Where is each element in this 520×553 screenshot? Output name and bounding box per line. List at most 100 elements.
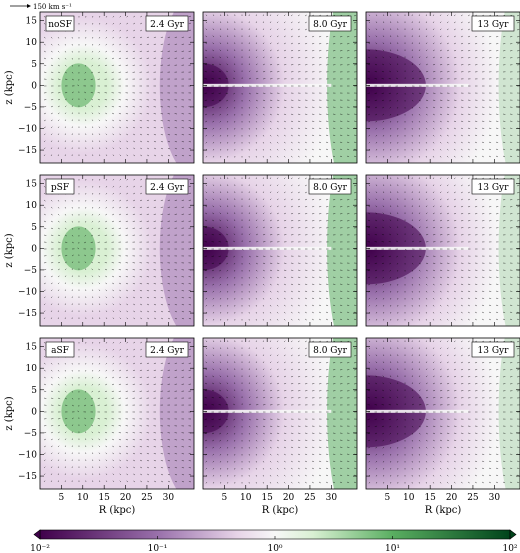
x-tick-label: 25 <box>304 493 316 503</box>
x-tick-label: 5 <box>222 493 228 503</box>
run-label-text: pSF <box>51 183 69 193</box>
disc-midplane <box>203 409 332 413</box>
x-tick-label: 5 <box>385 493 391 503</box>
colorbar-extend-high <box>509 529 517 540</box>
panel-aSF-2.4Gyr: aSF 2.4 Gyr <box>39 337 195 490</box>
y-axis-label: z (kpc) <box>4 233 15 267</box>
run-label-text: noSF <box>48 20 72 30</box>
time-label-text: 13 Gyr <box>478 346 510 356</box>
panel-pSF-2.4Gyr: pSF 2.4 Gyr <box>39 174 195 327</box>
time-label-text: 8.0 Gyr <box>313 183 347 193</box>
time-label: 13 Gyr <box>471 341 515 358</box>
disc-midplane <box>366 409 469 413</box>
outer-band <box>159 175 194 326</box>
disc-midplane <box>203 83 332 87</box>
y-tick-label: −15 <box>18 146 37 156</box>
outer-band <box>159 12 194 163</box>
y-axis-label: z (kpc) <box>4 396 15 430</box>
outer-band <box>498 12 520 163</box>
y-tick-label: 5 <box>31 223 37 233</box>
outer-band <box>327 175 357 326</box>
y-tick-label: −5 <box>24 103 38 113</box>
velocity-vectors <box>204 177 357 321</box>
time-label-text: 2.4 Gyr <box>150 183 184 193</box>
x-tick-label: 25 <box>467 493 479 503</box>
outer-band <box>327 338 357 489</box>
colorbar-tick-label: 10² <box>502 544 517 553</box>
x-axis-label: R (kpc) <box>99 505 136 516</box>
x-tick-label: 15 <box>424 493 436 503</box>
y-tick-label: 0 <box>31 407 37 417</box>
x-tick-label: 20 <box>283 493 295 503</box>
outer-band <box>498 338 520 489</box>
colorbar: 10⁻² 10⁻¹ 10⁰ 10¹ 10² <box>30 529 518 553</box>
y-tick-label: −5 <box>24 266 38 276</box>
panel-frame <box>365 11 520 164</box>
y-tick-label: −10 <box>18 124 37 134</box>
y-tick-label: 10 <box>26 38 38 48</box>
velocity-vectors <box>367 177 520 321</box>
colorbar-tick-label: 10⁻¹ <box>148 544 168 553</box>
time-label: 2.4 Gyr <box>145 178 189 195</box>
x-tick-label: 30 <box>489 493 501 503</box>
time-label: 8.0 Gyr <box>308 15 352 32</box>
time-label-text: 8.0 Gyr <box>313 20 347 30</box>
colorbar-tick-label: 10¹ <box>385 544 400 553</box>
run-label-text: aSF <box>51 346 69 356</box>
panel-pSF-8.0Gyr: 8.0 Gyr <box>202 174 358 327</box>
outer-band <box>498 175 520 326</box>
time-label-text: 2.4 Gyr <box>150 346 184 356</box>
x-axis-label: R (kpc) <box>425 505 462 516</box>
velocity-vectors <box>43 341 192 483</box>
y-tick-label: −10 <box>18 287 37 297</box>
panel-pSF-13Gyr: 13 Gyr <box>365 174 520 327</box>
panel-frame <box>202 337 358 490</box>
y-tick-label: −10 <box>18 450 37 460</box>
x-tick-label: 30 <box>163 493 175 503</box>
disc-midplane <box>366 246 469 250</box>
velocity-vectors <box>43 178 192 320</box>
y-axis-label: z (kpc) <box>4 70 15 104</box>
x-tick-label: 30 <box>326 493 338 503</box>
y-tick-label: 0 <box>31 244 37 254</box>
x-axis-label: R (kpc) <box>262 505 299 516</box>
time-label: 8.0 Gyr <box>308 341 352 358</box>
x-tick-label: 10 <box>403 493 415 503</box>
colorbar-extend-low <box>33 529 41 540</box>
y-tick-label: 15 <box>26 180 38 190</box>
x-tick-label: 10 <box>77 493 89 503</box>
panel-frame <box>39 11 195 164</box>
outer-band <box>327 12 357 163</box>
panel-frame <box>202 11 358 164</box>
time-label: 2.4 Gyr <box>145 341 189 358</box>
run-label-aSF: aSF <box>45 341 75 358</box>
run-label-noSF: noSF <box>45 15 75 32</box>
outer-band <box>159 338 194 489</box>
disc-midplane <box>203 246 332 250</box>
panel-frame <box>39 337 195 490</box>
x-tick-label: 5 <box>59 493 65 503</box>
velocity-vectors <box>43 15 192 157</box>
panel-frame <box>365 174 520 327</box>
x-tick-label: 15 <box>261 493 273 503</box>
y-tick-label: 15 <box>26 343 38 353</box>
y-tick-label: 5 <box>31 386 37 396</box>
y-tick-label: −5 <box>24 429 38 439</box>
time-label: 13 Gyr <box>471 15 515 32</box>
time-label: 13 Gyr <box>471 178 515 195</box>
colorbar-tick-label: 10⁻² <box>30 544 50 553</box>
y-tick-label: 15 <box>26 17 38 27</box>
y-tick-label: 0 <box>31 81 37 91</box>
time-label-text: 2.4 Gyr <box>150 20 184 30</box>
disc-midplane <box>366 83 469 87</box>
time-label-text: 8.0 Gyr <box>313 346 347 356</box>
time-label-text: 13 Gyr <box>478 20 510 30</box>
x-tick-label: 20 <box>446 493 458 503</box>
time-label-text: 13 Gyr <box>478 183 510 193</box>
run-label-pSF: pSF <box>45 178 75 195</box>
panel-aSF-8.0Gyr: 8.0 Gyr <box>202 337 358 490</box>
y-tick-label: 10 <box>26 364 38 374</box>
velocity-scale-arrow: 150 km s⁻¹ <box>10 3 72 11</box>
panel-frame <box>39 174 195 327</box>
velocity-vectors <box>367 340 520 484</box>
